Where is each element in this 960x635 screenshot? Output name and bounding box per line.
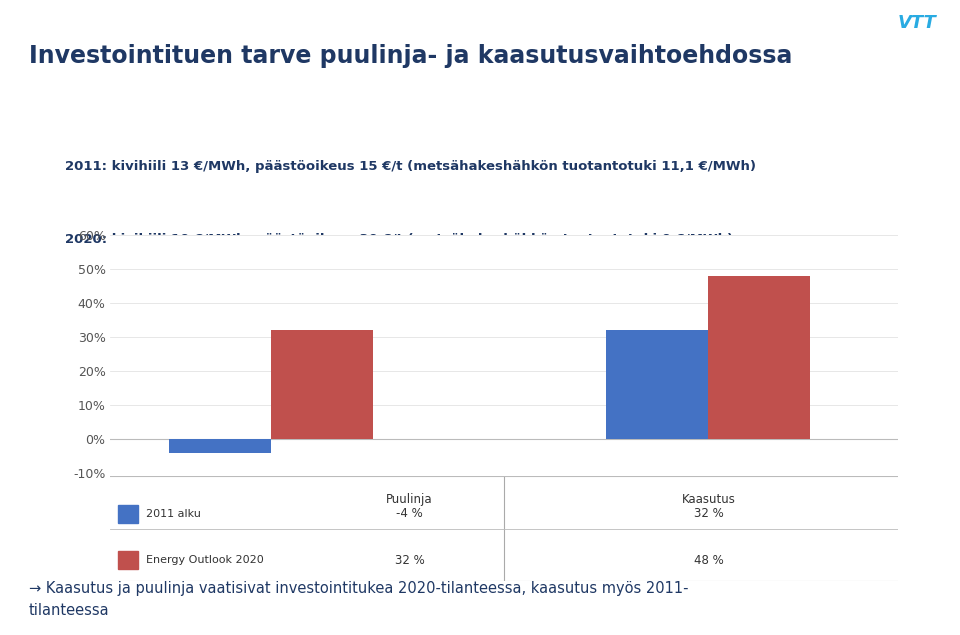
Text: 12: 12	[767, 13, 788, 29]
Text: 32 %: 32 %	[694, 507, 724, 521]
Text: 32 %: 32 %	[395, 554, 424, 566]
Text: 2011: kivihiili 13 €/MWh, päästöoikeus 15 €/t (metsähakeshähkön tuotantotuki 11,: 2011: kivihiili 13 €/MWh, päästöoikeus 1…	[65, 160, 756, 173]
Text: Puulinja: Puulinja	[386, 493, 433, 506]
Bar	[606, 330, 708, 439]
Text: 48 %: 48 %	[694, 554, 724, 566]
Text: VTT: VTT	[898, 14, 936, 32]
Text: 28.11.2012: 28.11.2012	[676, 16, 735, 26]
Text: Kaasutus: Kaasutus	[682, 493, 735, 506]
Bar	[271, 330, 372, 439]
Text: -4 %: -4 %	[396, 507, 423, 521]
Bar	[169, 439, 271, 453]
Bar	[118, 505, 138, 523]
Bar	[118, 551, 138, 570]
Text: 2011 alku: 2011 alku	[146, 509, 201, 519]
Text: → Kaasutus ja puulinja vaatisivat investointitukea 2020-tilanteessa, kaasutus my: → Kaasutus ja puulinja vaatisivat invest…	[29, 581, 688, 618]
Text: 2020: kivihiili 10 €/MWh, päästöoikeus 30 €/t (metsähakeshähkön tuotantotuki 0 €: 2020: kivihiili 10 €/MWh, päästöoikeus 3…	[65, 233, 733, 246]
Bar	[708, 276, 810, 439]
Text: Investointituen tarve puulinja- ja kaasutusvaihtoehdossa: Investointituen tarve puulinja- ja kaasu…	[29, 44, 792, 68]
FancyBboxPatch shape	[835, 0, 960, 42]
Text: Energy Outlook 2020: Energy Outlook 2020	[146, 555, 264, 565]
